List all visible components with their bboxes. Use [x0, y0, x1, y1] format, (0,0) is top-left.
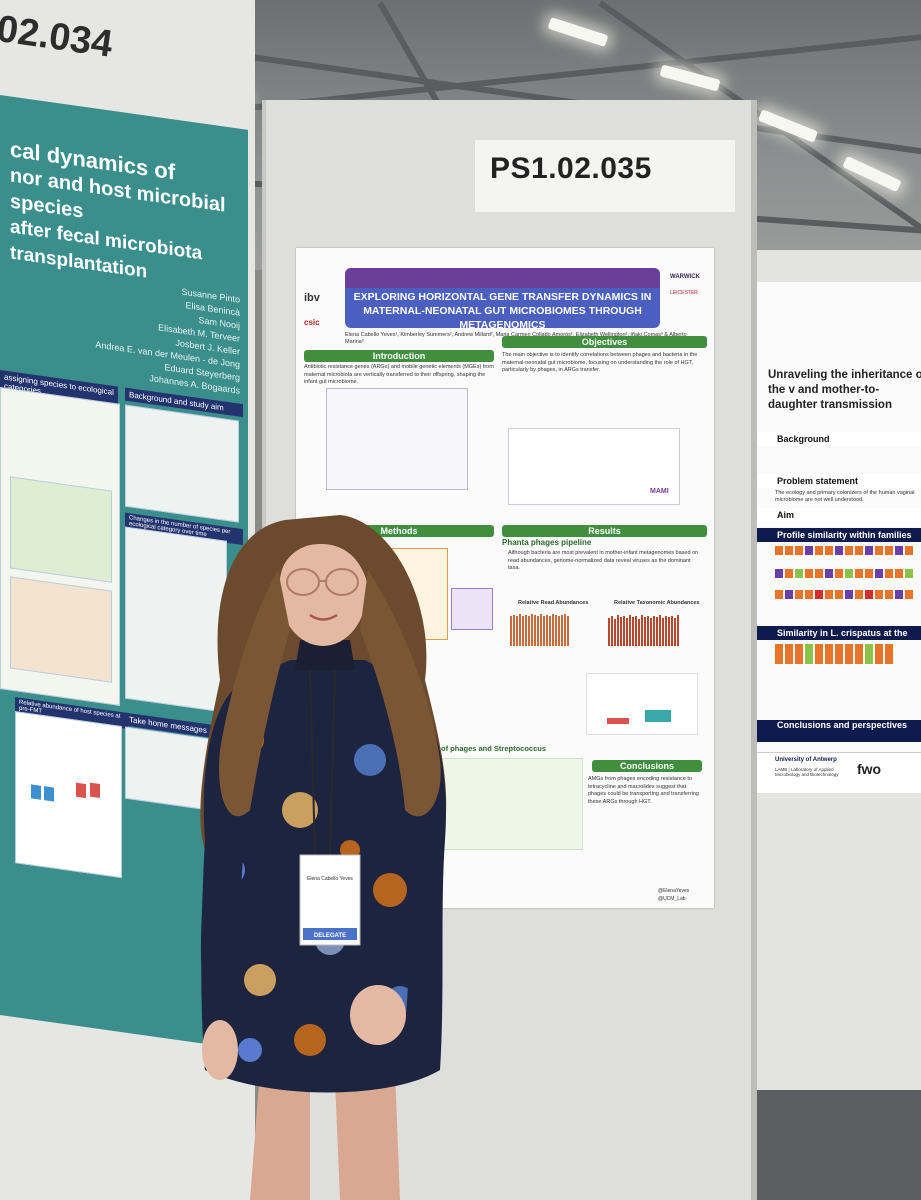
objectives-text: The main objective is to identify correl…: [502, 352, 698, 373]
right-poster-footer: University of Antwerp LAMB | Laboratory …: [757, 752, 921, 793]
phanta-header: Phanta phages pipeline: [502, 538, 592, 547]
person-photo: Elena Cabello Yeves DELEGATE: [200, 515, 447, 1200]
crispatus-grid: [775, 644, 893, 664]
network-figure: [441, 758, 583, 850]
read-abundance-chart: [510, 610, 569, 646]
similarity-grid: [775, 590, 913, 599]
smile: [309, 613, 338, 621]
ceiling-light: [842, 155, 902, 193]
taxonomic-abundance-chart: [608, 610, 679, 646]
lanyard: [309, 669, 336, 856]
left-abundance-panel: [15, 711, 122, 879]
board-number: PS1.02.035: [490, 152, 652, 185]
board-number-plate: [475, 140, 735, 212]
pipeline-diagram-b: [451, 588, 493, 630]
left-hand: [202, 1020, 238, 1080]
chart-label-a: Relative Read Abundances: [518, 600, 589, 606]
poster-footer-handles: @ElenaYeves @UCM_Lab: [658, 888, 690, 902]
problem-text: The ecology and primary colonizers of th…: [775, 490, 915, 503]
right-section-header: Profile similarity within families (N=: [757, 528, 921, 554]
right-poster: Background Problem statement The ecology…: [757, 282, 921, 792]
left-arm: [200, 810, 245, 1030]
warwick-logo: WARWICK: [670, 274, 700, 280]
similarity-grid: [775, 569, 913, 578]
mami-logo: MAMI: [650, 488, 669, 495]
objectives-header: Objectives: [502, 336, 707, 348]
right-section-header: Conclusions and perspectives: [757, 720, 921, 742]
right-hand: [350, 985, 406, 1045]
right-poster-title: Unraveling the inheritance of the v and …: [768, 369, 921, 411]
right-section-header: Problem statement: [757, 474, 921, 488]
sampling-flowchart: [508, 428, 680, 505]
left-diagram-green: [10, 476, 112, 583]
badge-name: Elena Cabello Yeves: [307, 876, 353, 882]
left-background-panel: [125, 404, 239, 523]
intro-figure: [326, 388, 468, 490]
similarity-grid: [775, 546, 913, 555]
chart-label-b: Relative Taxonomic Abundances: [614, 600, 700, 606]
right-section-header: Background: [757, 432, 921, 446]
shannon-boxplot: [586, 673, 698, 735]
results-text: Although bacteria are most prevalent in …: [508, 550, 699, 571]
right-leg: [335, 1070, 400, 1200]
left-leg: [250, 1070, 310, 1200]
poster-authors: Elena Cabello Yeves¹, Kimberley Summers²…: [345, 332, 687, 345]
poster-title: EXPLORING HORIZONTAL GENE TRANSFER DYNAM…: [345, 268, 660, 331]
results-header: Results: [502, 525, 707, 537]
right-section-header: Similarity in L. crispatus at the subsp: [757, 626, 921, 652]
streptococcus-header: of phages and Streptococcus: [441, 744, 547, 753]
glasses: [286, 568, 359, 596]
hair-front: [277, 519, 372, 585]
turtleneck: [295, 640, 355, 670]
badge-stripe: [303, 928, 357, 940]
csic-logo: csic: [304, 318, 320, 327]
left-poster-title: cal dynamics of nor and host microbial s…: [10, 136, 226, 283]
hair-left: [219, 570, 290, 817]
conclusions-header: Conclusions: [592, 760, 702, 772]
right-section-header: Aim: [757, 508, 921, 522]
introduction-text: Antibiotic resistance genes (ARGs) and m…: [304, 364, 494, 385]
introduction-header: Introduction: [304, 350, 494, 362]
badge-role: DELEGATE: [314, 933, 346, 939]
leicester-logo: LEICESTER: [670, 290, 698, 296]
ibv-logo: ibv: [304, 292, 320, 304]
floor: [756, 1090, 921, 1200]
conclusions-text: AMGs from phages encoding resistance to …: [588, 776, 699, 805]
left-poster-authors: Susanne Pinto Elisa Benincà Sam Nooij El…: [95, 286, 240, 396]
face: [279, 534, 367, 646]
left-diagram-orange: [10, 576, 112, 683]
right-arm: [405, 810, 442, 1030]
hair-right: [360, 570, 441, 817]
ceiling-light: [547, 17, 609, 47]
